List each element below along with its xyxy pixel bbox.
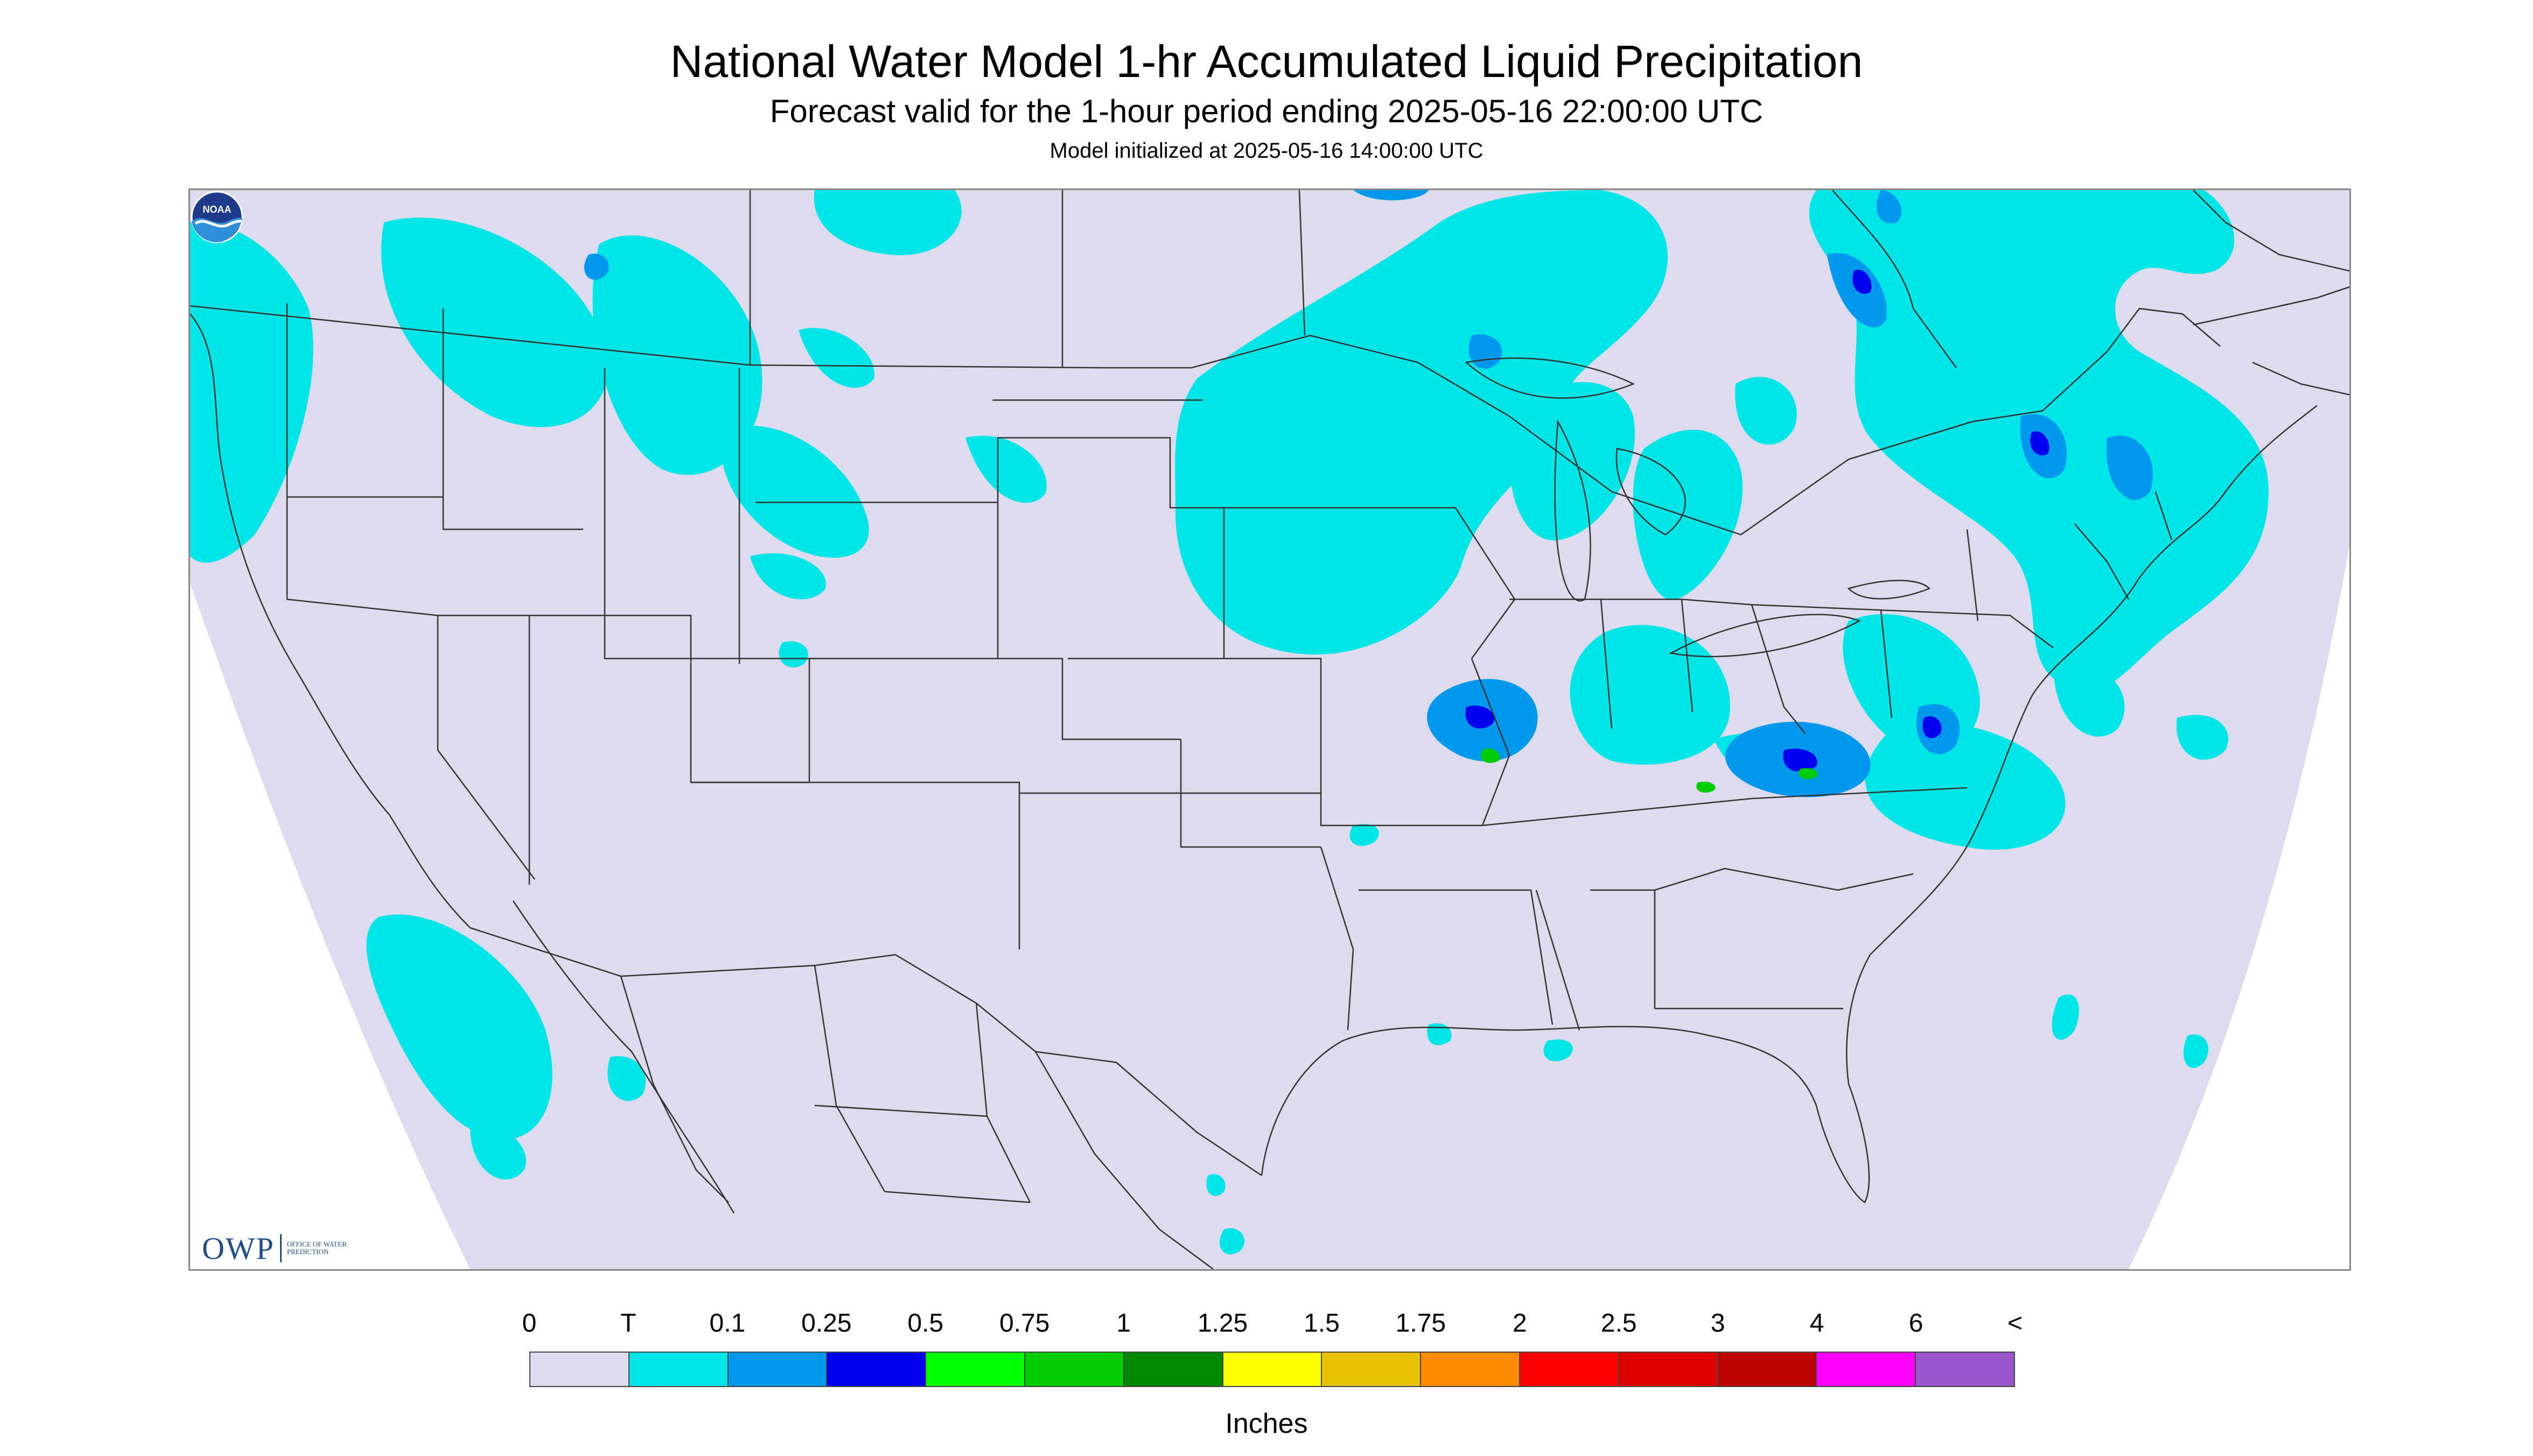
legend-tick-label: 0.1	[709, 1309, 746, 1338]
legend-swatch	[1915, 1352, 2015, 1387]
legend-tick-label: 2	[1512, 1309, 1527, 1338]
legend-tick-label: 2.5	[1600, 1309, 1637, 1338]
legend-swatch	[1321, 1352, 1422, 1387]
noaa-logo: NOAA	[191, 191, 243, 243]
owp-logo-separator	[279, 1234, 282, 1262]
legend-tick-label: 0.25	[801, 1309, 852, 1338]
legend-tick-label: T	[620, 1309, 636, 1338]
noaa-logo-text: NOAA	[203, 204, 232, 215]
political-borders	[190, 190, 2349, 1269]
legend-tick-label: 3	[1710, 1309, 1725, 1338]
legend-units: Inches	[1225, 1408, 1308, 1439]
precipitation-map: OWP OFFICE OF WATER PREDICTION NOAA	[188, 188, 2351, 1271]
model-init-text: Model initialized at 2025-05-16 14:00:00…	[1049, 139, 1484, 163]
legend-swatch	[1420, 1352, 1520, 1387]
legend-tick-label: 6	[1908, 1309, 1923, 1338]
legend-tick-label: 4	[1809, 1309, 1824, 1338]
map-title: National Water Model 1-hr Accumulated Li…	[670, 36, 1863, 87]
legend-tick-label: 1	[1116, 1309, 1131, 1338]
owp-logo-subtext: OFFICE OF WATER PREDICTION	[286, 1240, 347, 1256]
legend-swatch	[925, 1352, 1025, 1387]
owp-logo-letters: OWP	[202, 1230, 275, 1266]
legend-swatch	[1519, 1352, 1619, 1387]
legend-swatch	[1123, 1352, 1223, 1387]
color-legend	[529, 1352, 2015, 1389]
legend-tick-label: 1.5	[1304, 1309, 1340, 1338]
legend-swatch	[727, 1352, 828, 1387]
legend-swatch	[628, 1352, 729, 1387]
precip-heavy-areas	[1481, 748, 1818, 793]
map-canvas	[190, 190, 2349, 1269]
legend-swatch	[826, 1352, 927, 1387]
legend-tick-label: 1.75	[1395, 1309, 1446, 1338]
legend-swatch	[529, 1352, 629, 1387]
legend-tick-label: 1.25	[1197, 1309, 1248, 1338]
owp-logo: OWP OFFICE OF WATER PREDICTION	[202, 1230, 352, 1266]
legend-tick-label: 0.75	[999, 1309, 1050, 1338]
legend-swatch	[1717, 1352, 1817, 1387]
map-subtitle: Forecast valid for the 1-hour period end…	[769, 93, 1764, 129]
legend-tick-label: 0.5	[907, 1309, 944, 1338]
legend-tick-label: 0	[522, 1309, 537, 1338]
legend-swatch	[1816, 1352, 1916, 1387]
legend-swatch	[1024, 1352, 1124, 1387]
legend-swatch	[1618, 1352, 1718, 1387]
legend-swatch	[1222, 1352, 1323, 1387]
legend-tick-label: <	[2007, 1309, 2023, 1338]
precip-moderate-areas	[1465, 270, 2049, 772]
